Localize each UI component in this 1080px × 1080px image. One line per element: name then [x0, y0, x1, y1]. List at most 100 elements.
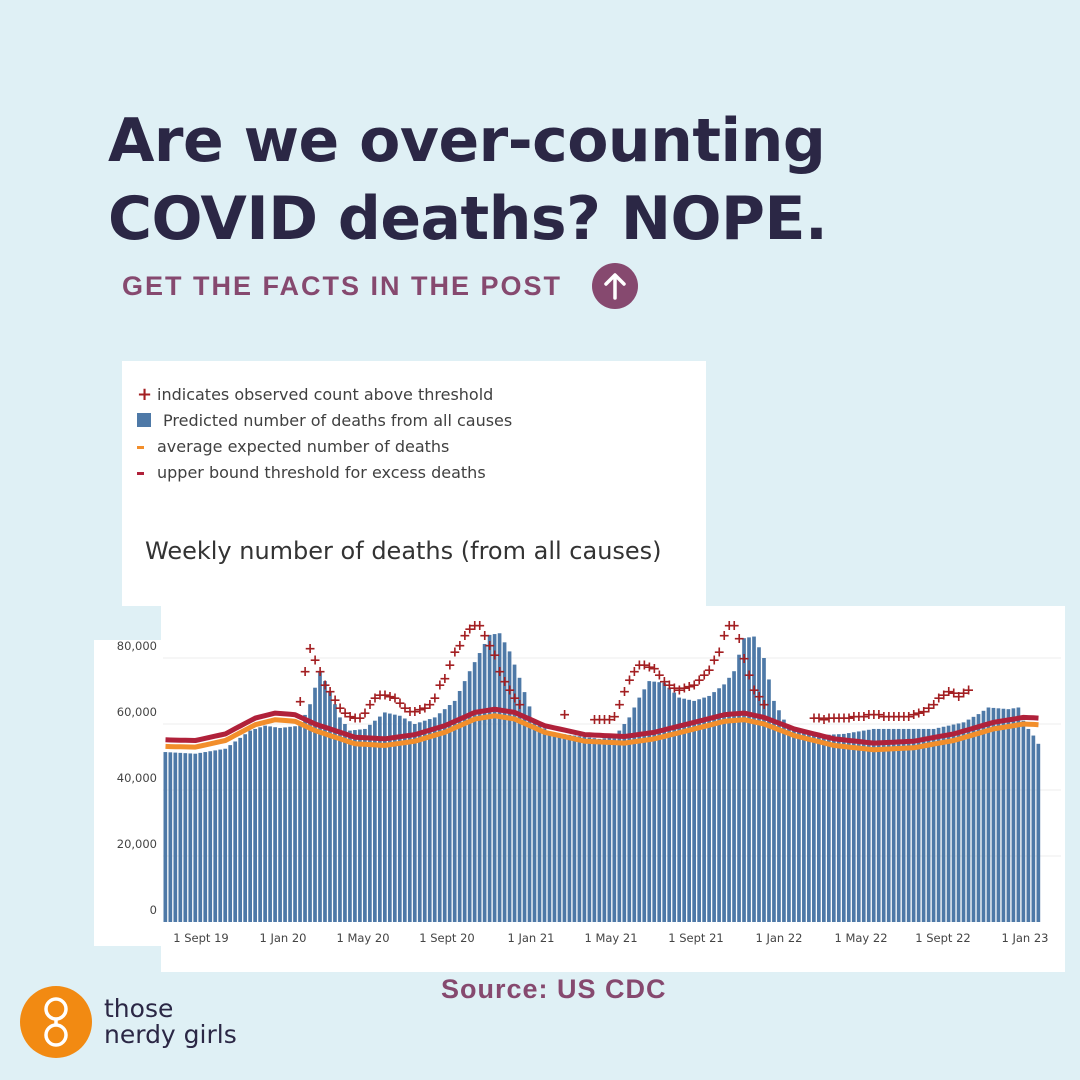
bar	[457, 691, 462, 922]
bar	[1016, 707, 1021, 922]
observed-plus-point: +	[708, 653, 720, 669]
observed-plus-point: +	[309, 653, 321, 669]
bar	[288, 726, 292, 922]
observed-plus-point: +	[489, 648, 501, 664]
observed-plus-point: +	[449, 644, 461, 660]
bar	[258, 727, 262, 922]
bar	[767, 679, 771, 922]
bar	[797, 731, 801, 922]
observed-plus-point: +	[644, 659, 656, 675]
bar	[213, 750, 218, 922]
bar	[253, 728, 257, 922]
observed-plus-point: +	[474, 618, 486, 634]
bar	[477, 653, 482, 922]
observed-plus-point: +	[459, 628, 471, 644]
bar	[911, 728, 916, 922]
observed-plus-point: +	[639, 658, 651, 674]
bar	[697, 699, 701, 922]
bar	[657, 682, 662, 922]
bar	[712, 692, 716, 922]
observed-plus-point: +	[913, 705, 925, 721]
bar	[777, 710, 781, 922]
bar	[622, 724, 627, 922]
bar	[891, 728, 896, 922]
bar	[323, 681, 327, 922]
square-marker-icon	[137, 410, 157, 431]
observed-plus-point: +	[753, 689, 765, 705]
headline-line-2: COVID deaths? NOPE.	[108, 184, 828, 254]
bar	[263, 725, 267, 922]
y-tick-label: 0	[150, 903, 157, 917]
bar	[1001, 708, 1006, 922]
bar	[966, 719, 971, 922]
bar	[373, 720, 377, 922]
observed-plus-point: +	[404, 704, 416, 720]
x-tick-label: 1 May 21	[584, 931, 637, 945]
observed-plus-point: +	[838, 710, 850, 726]
bar	[193, 753, 198, 922]
bar	[527, 706, 532, 922]
bar	[353, 730, 357, 922]
bar	[422, 720, 427, 922]
bar	[567, 734, 572, 922]
observed-plus-point: +	[334, 701, 346, 717]
bar	[961, 722, 966, 922]
x-tick-label: 1 May 22	[834, 931, 887, 945]
bar	[437, 713, 442, 922]
legend-label: indicates observed count above threshold	[157, 384, 494, 404]
observed-plus-point: +	[419, 701, 431, 717]
bar	[492, 634, 497, 922]
observed-plus-point: +	[629, 664, 641, 680]
observed-plus-point: +	[903, 709, 915, 725]
cta-label[interactable]: GET THE FACTS IN THE POST	[122, 270, 563, 301]
bar	[358, 729, 362, 922]
bar	[552, 732, 557, 922]
bar	[687, 699, 691, 922]
bar	[383, 712, 387, 922]
bar	[607, 737, 612, 922]
legend-label: average expected number of deaths	[157, 436, 450, 456]
bar	[617, 730, 622, 922]
legend-label: upper bound threshold for excess deaths	[157, 462, 486, 482]
observed-plus-point: +	[304, 641, 316, 657]
bar	[597, 738, 602, 922]
bar	[1011, 708, 1016, 922]
bar	[812, 735, 816, 922]
observed-plus-point: +	[454, 638, 466, 654]
observed-plus-point: +	[728, 618, 740, 634]
bar	[178, 752, 183, 922]
bar	[592, 738, 597, 922]
observed-plus-point: +	[314, 664, 326, 680]
observed-plus-point: +	[963, 682, 975, 698]
bar	[343, 724, 347, 922]
observed-plus-point: +	[379, 687, 391, 703]
bar	[866, 729, 871, 922]
bar	[173, 752, 178, 922]
observed-plus-point: +	[713, 644, 725, 660]
x-tick-label: 1 Jan 21	[508, 931, 555, 945]
observed-plus-point: +	[634, 658, 646, 674]
bar	[841, 733, 846, 922]
observed-plus-point: +	[873, 707, 885, 723]
bar	[577, 736, 582, 922]
bar	[363, 728, 367, 922]
observed-plus-point: +	[589, 712, 601, 728]
arrow-up-glyph	[604, 273, 626, 300]
observed-plus-point: +	[364, 697, 376, 713]
chart-svg: ++++++++++++++++++++++++++++++++++++++++…	[163, 618, 1061, 945]
bar	[188, 753, 193, 922]
cta-row[interactable]: GET THE FACTS IN THE POST	[122, 263, 639, 309]
observed-plus-point: +	[319, 677, 331, 693]
bar	[976, 714, 981, 922]
bar	[183, 753, 188, 922]
bar	[572, 735, 577, 922]
bar	[1031, 735, 1036, 922]
bar	[802, 732, 806, 922]
observed-plus-point: +	[504, 682, 516, 698]
bar	[517, 677, 522, 922]
arrow-up-icon[interactable]	[592, 263, 639, 309]
bar	[792, 730, 796, 922]
observed-plus-point: +	[654, 668, 666, 684]
bar	[861, 730, 866, 922]
bar	[956, 723, 961, 922]
